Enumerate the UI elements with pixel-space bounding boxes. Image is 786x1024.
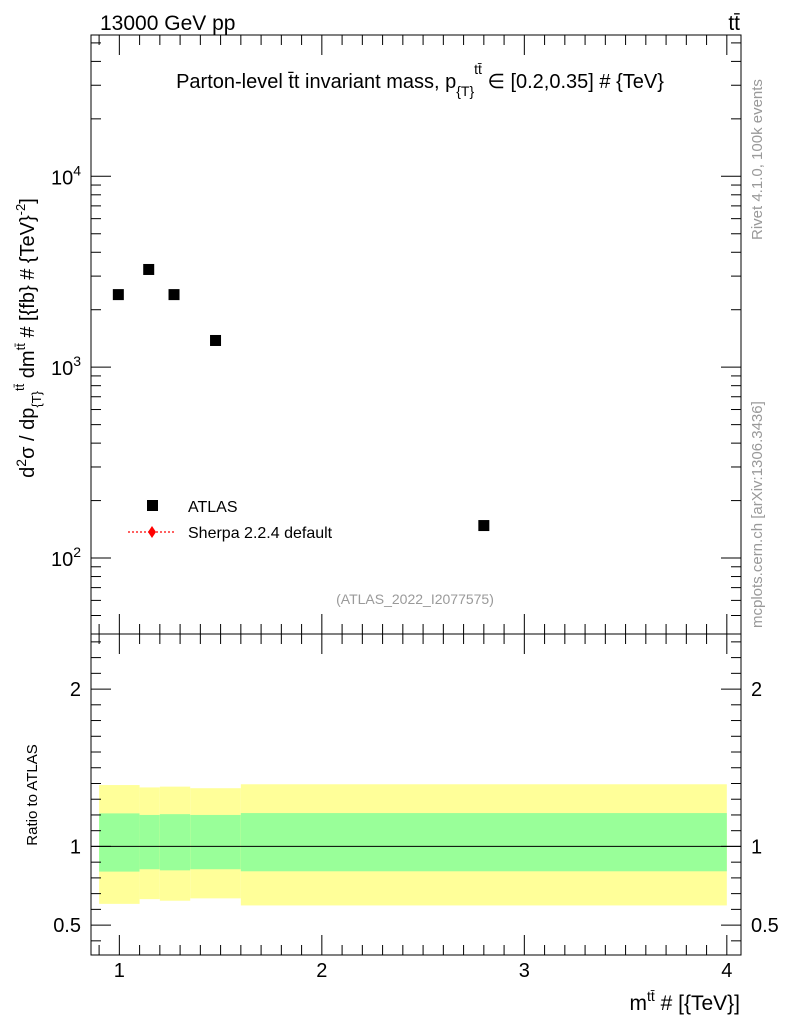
x-tick-label-2: 2 bbox=[316, 960, 327, 982]
ratio-ytick-label-left-0.5: 0.5 bbox=[53, 915, 81, 937]
ylabel-c-sup: tt̄ bbox=[13, 343, 28, 351]
data-point-4 bbox=[478, 520, 490, 532]
data-point-1 bbox=[143, 263, 155, 275]
ylabel-d-sup: -2 bbox=[13, 204, 28, 216]
main-ytick-label-0: 102 bbox=[51, 544, 81, 571]
main-ylabel: d2σ / dp{T}tt̄ dmtt̄ # [{fb} # {TeV}-2] bbox=[12, 198, 44, 478]
ratio-ytick-label-right-2: 2 bbox=[751, 679, 762, 701]
x-axis-label: mtt̄ # [{TeV}] bbox=[629, 988, 740, 1015]
uncertainty-band-inner-0 bbox=[99, 813, 140, 872]
uncertainty-band-inner-4 bbox=[240, 813, 727, 872]
ratio-panel-frame bbox=[90, 633, 742, 956]
x-tick-label-1: 1 bbox=[114, 960, 125, 982]
xlabel-a-sup: tt̄ bbox=[647, 988, 655, 1004]
ytick-exponent: 2 bbox=[73, 544, 81, 560]
ratio-ylabel: Ratio to ATLAS bbox=[24, 744, 41, 845]
xlabel-b: # [{TeV}] bbox=[655, 992, 740, 1015]
uncertainty-band-inner-2 bbox=[159, 814, 191, 871]
main-title-sup: tt̄ bbox=[474, 61, 482, 77]
ylabel-c: dm bbox=[17, 350, 39, 383]
ylabel-b-sup: tt̄ bbox=[12, 383, 27, 391]
ylabel-e: ] bbox=[17, 198, 39, 204]
main-title: Parton-level t̄t invariant mass, p{T}tt̄… bbox=[176, 61, 664, 99]
ylabel-a: d bbox=[17, 467, 39, 478]
uncertainty-band-inner-3 bbox=[190, 814, 241, 870]
main-title-tail: ∈ [0.2,0.35] # {TeV} bbox=[482, 71, 664, 93]
data-point-2 bbox=[168, 289, 180, 301]
ytick-exponent: 4 bbox=[73, 162, 81, 178]
ytick-base: 10 bbox=[51, 358, 73, 380]
data-point-0 bbox=[112, 289, 124, 301]
uncertainty-band-inner-1 bbox=[139, 814, 160, 870]
analysis-watermark: (ATLAS_2022_I2077575) bbox=[336, 591, 494, 607]
xlabel-a: m bbox=[629, 992, 647, 1015]
ylabel-b-sub: {T} bbox=[29, 390, 44, 407]
ratio-ytick-label-right-0.5: 0.5 bbox=[751, 915, 779, 937]
ratio-bands bbox=[99, 784, 727, 906]
mcplots-label: mcplots.cern.ch [arXiv:1306.3436] bbox=[749, 401, 766, 628]
ylabel-d: # [{fb} # {TeV} bbox=[17, 215, 39, 343]
ytick-exponent: 3 bbox=[73, 353, 81, 369]
main-ytick-label-1: 103 bbox=[51, 353, 81, 380]
data-point-3 bbox=[210, 334, 222, 346]
ytick-base: 10 bbox=[51, 549, 73, 571]
legend-sherpa-label: Sherpa 2.2.4 default bbox=[188, 525, 333, 542]
ytick-base: 10 bbox=[51, 167, 73, 189]
main-panel-frame bbox=[90, 34, 742, 635]
x-tick-label-4: 4 bbox=[721, 960, 732, 982]
ratio-ytick-label-left-2: 2 bbox=[70, 679, 81, 701]
rivet-label: Rivet 4.1.0, 100k events bbox=[749, 79, 766, 240]
main-title-main: Parton-level t̄t invariant mass, p bbox=[176, 71, 456, 93]
x-tick-label-3: 3 bbox=[519, 960, 530, 982]
legend-atlas-label: ATLAS bbox=[188, 499, 238, 516]
ratio-ytick-label-left-1: 1 bbox=[70, 836, 81, 858]
data-points bbox=[112, 263, 490, 532]
header-right: tt̄ bbox=[728, 12, 740, 35]
legend-sherpa-marker bbox=[148, 526, 156, 538]
header-left: 13000 GeV pp bbox=[100, 12, 235, 35]
ratio-axes: 1 2 3 4 0.5 0.5 1 1 2 2 bbox=[53, 634, 779, 982]
ylabel-b: σ / dp bbox=[17, 408, 39, 459]
legend-atlas-marker bbox=[147, 500, 158, 511]
legend: ATLAS Sherpa 2.2.4 default bbox=[128, 499, 333, 542]
main-title-sub: {T} bbox=[456, 83, 474, 99]
main-ytick-label-2: 104 bbox=[51, 162, 81, 189]
ylabel-a-sup: 2 bbox=[13, 459, 29, 467]
ratio-ytick-label-right-1: 1 bbox=[751, 836, 762, 858]
